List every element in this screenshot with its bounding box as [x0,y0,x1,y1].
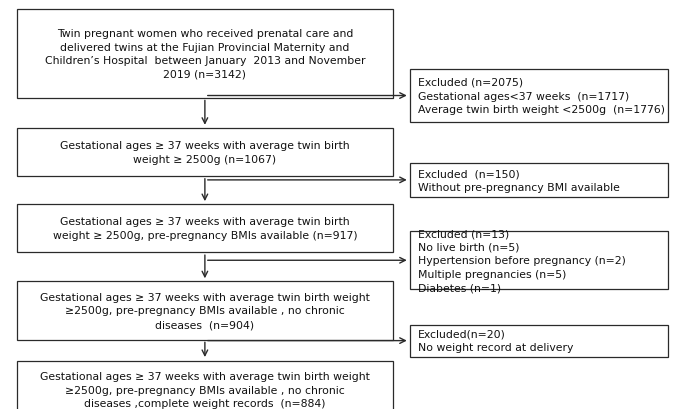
Text: Gestational ages ≥ 37 weeks with average twin birth weight
≥2500g, pre-pregnancy: Gestational ages ≥ 37 weeks with average… [40,371,370,408]
Bar [17,10,393,98]
Bar [410,231,668,290]
Text: Gestational ages ≥ 37 weeks with average twin birth weight
≥2500g, pre-pregnancy: Gestational ages ≥ 37 weeks with average… [40,292,370,329]
Text: Gestational ages ≥ 37 weeks with average twin birth
weight ≥ 2500g, pre-pregnanc: Gestational ages ≥ 37 weeks with average… [53,217,357,240]
Text: Excluded  (n=150)
Without pre-pregnancy BMI available: Excluded (n=150) Without pre-pregnancy B… [418,169,619,192]
Bar [410,325,668,357]
Bar [410,164,668,198]
Bar [410,70,668,122]
Text: Twin pregnant women who received prenatal care and
delivered twins at the Fujian: Twin pregnant women who received prenata… [45,29,365,79]
Text: Gestational ages ≥ 37 weeks with average twin birth
weight ≥ 2500g (n=1067): Gestational ages ≥ 37 weeks with average… [60,141,350,164]
Bar [17,361,393,409]
Bar [17,204,393,253]
Text: Excluded (n=13)
No live birth (n=5)
Hypertension before pregnancy (n=2)
Multiple: Excluded (n=13) No live birth (n=5) Hype… [418,229,625,293]
Text: Excluded (n=2075)
Gestational ages<37 weeks  (n=1717)
Average twin birth weight : Excluded (n=2075) Gestational ages<37 we… [418,78,664,115]
Bar [17,282,393,340]
Text: Excluded(n=20)
No weight record at delivery: Excluded(n=20) No weight record at deliv… [418,329,573,353]
Bar [17,128,393,176]
